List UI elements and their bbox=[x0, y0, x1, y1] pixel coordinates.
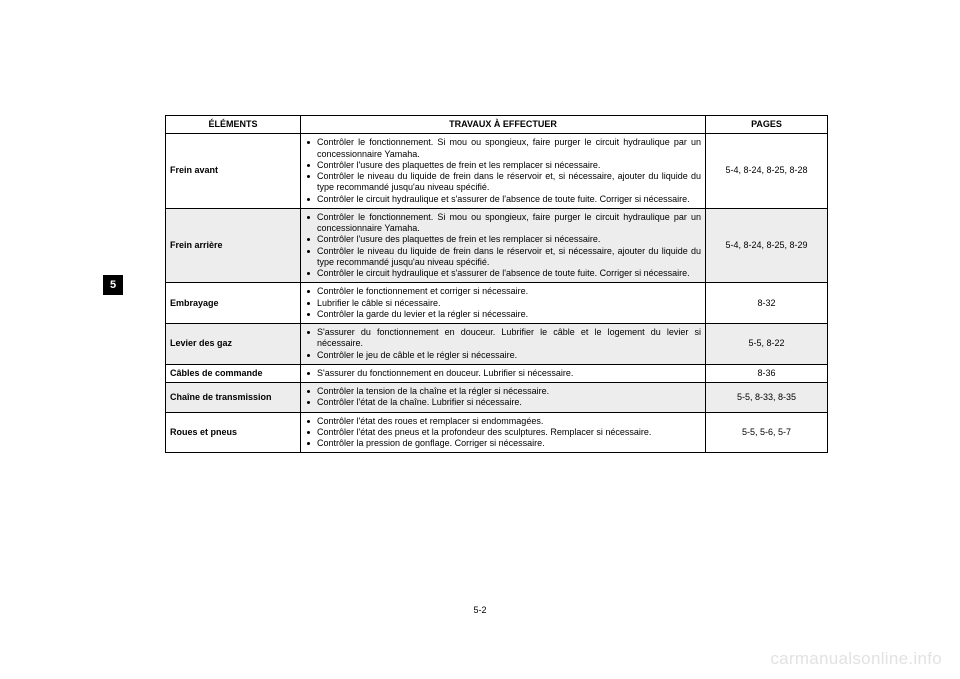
page-content: ÉLÉMENTS TRAVAUX À EFFECTUER PAGES Frein… bbox=[165, 115, 827, 453]
works-cell: Contrôler le fonctionnement. Si mou ou s… bbox=[301, 208, 706, 283]
pages-cell: 5-5, 5-6, 5-7 bbox=[706, 412, 828, 453]
works-list: Contrôler le fonctionnement et corriger … bbox=[305, 286, 701, 320]
works-list: S'assurer du fonctionnement en douceur. … bbox=[305, 327, 701, 361]
header-pages: PAGES bbox=[706, 116, 828, 134]
works-item: Contrôler la pression de gonflage. Corri… bbox=[315, 438, 701, 449]
table-row: Câbles de commande S'assurer du fonctionn… bbox=[166, 364, 828, 382]
works-item: Contrôler le fonctionnement et corriger … bbox=[315, 286, 701, 297]
table-header-row: ÉLÉMENTS TRAVAUX À EFFECTUER PAGES bbox=[166, 116, 828, 134]
element-cell: Frein arrière bbox=[166, 208, 301, 283]
works-item: Contrôler le circuit hydraulique et s'as… bbox=[315, 194, 701, 205]
works-item: Contrôler le fonctionnement. Si mou ou s… bbox=[315, 212, 701, 235]
works-item: Lubrifier le câble si nécessaire. bbox=[315, 298, 701, 309]
works-cell: Contrôler l'état des roues et remplacer … bbox=[301, 412, 706, 453]
works-item: Contrôler le niveau du liquide de frein … bbox=[315, 171, 701, 194]
works-list: Contrôler le fonctionnement. Si mou ou s… bbox=[305, 137, 701, 205]
pages-cell: 5-4, 8-24, 8-25, 8-28 bbox=[706, 134, 828, 209]
element-cell: Levier des gaz bbox=[166, 324, 301, 365]
works-item: S'assurer du fonctionnement en douceur. … bbox=[315, 327, 701, 350]
works-item: Contrôler le jeu de câble et le régler s… bbox=[315, 350, 701, 361]
table-row: Chaîne de transmission Contrôler la tensi… bbox=[166, 383, 828, 413]
element-cell: Câbles de commande bbox=[166, 364, 301, 382]
works-item: Contrôler la garde du levier et la régle… bbox=[315, 309, 701, 320]
pages-cell: 8-32 bbox=[706, 283, 828, 324]
table-row: Embrayage Contrôler le fonctionnement et … bbox=[166, 283, 828, 324]
works-item: S'assurer du fonctionnement en douceur. … bbox=[315, 368, 701, 379]
works-list: Contrôler la tension de la chaîne et la … bbox=[305, 386, 701, 409]
element-cell: Chaîne de transmission bbox=[166, 383, 301, 413]
works-item: Contrôler l'état des pneus et la profond… bbox=[315, 427, 701, 438]
works-list: Contrôler le fonctionnement. Si mou ou s… bbox=[305, 212, 701, 280]
works-list: S'assurer du fonctionnement en douceur. … bbox=[305, 368, 701, 379]
works-item: Contrôler l'état de la chaîne. Lubrifier… bbox=[315, 397, 701, 408]
element-cell: Frein avant bbox=[166, 134, 301, 209]
works-item: Contrôler l'usure des plaquettes de frei… bbox=[315, 160, 701, 171]
table-row: Roues et pneus Contrôler l'état des roues… bbox=[166, 412, 828, 453]
table-row: Frein arrière Contrôler le fonctionnement… bbox=[166, 208, 828, 283]
pages-cell: 5-5, 8-22 bbox=[706, 324, 828, 365]
works-cell: S'assurer du fonctionnement en douceur. … bbox=[301, 364, 706, 382]
header-elements: ÉLÉMENTS bbox=[166, 116, 301, 134]
works-item: Contrôler le fonctionnement. Si mou ou s… bbox=[315, 137, 701, 160]
maintenance-table: ÉLÉMENTS TRAVAUX À EFFECTUER PAGES Frein… bbox=[165, 115, 828, 453]
element-cell: Roues et pneus bbox=[166, 412, 301, 453]
element-cell: Embrayage bbox=[166, 283, 301, 324]
works-cell: Contrôler le fonctionnement et corriger … bbox=[301, 283, 706, 324]
pages-cell: 5-5, 8-33, 8-35 bbox=[706, 383, 828, 413]
watermark: carmanualsonline.info bbox=[770, 649, 942, 669]
works-item: Contrôler le circuit hydraulique et s'as… bbox=[315, 268, 701, 279]
works-item: Contrôler la tension de la chaîne et la … bbox=[315, 386, 701, 397]
works-cell: S'assurer du fonctionnement en douceur. … bbox=[301, 324, 706, 365]
pages-cell: 8-36 bbox=[706, 364, 828, 382]
chapter-tab: 5 bbox=[103, 275, 123, 295]
page-number: 5-2 bbox=[0, 605, 960, 615]
works-item: Contrôler l'usure des plaquettes de frei… bbox=[315, 234, 701, 245]
pages-cell: 5-4, 8-24, 8-25, 8-29 bbox=[706, 208, 828, 283]
works-item: Contrôler le niveau du liquide de frein … bbox=[315, 246, 701, 269]
works-cell: Contrôler le fonctionnement. Si mou ou s… bbox=[301, 134, 706, 209]
works-list: Contrôler l'état des roues et remplacer … bbox=[305, 416, 701, 450]
works-item: Contrôler l'état des roues et remplacer … bbox=[315, 416, 701, 427]
works-cell: Contrôler la tension de la chaîne et la … bbox=[301, 383, 706, 413]
table-row: Levier des gaz S'assurer du fonctionnemen… bbox=[166, 324, 828, 365]
table-row: Frein avant Contrôler le fonctionnement. … bbox=[166, 134, 828, 209]
header-works: TRAVAUX À EFFECTUER bbox=[301, 116, 706, 134]
